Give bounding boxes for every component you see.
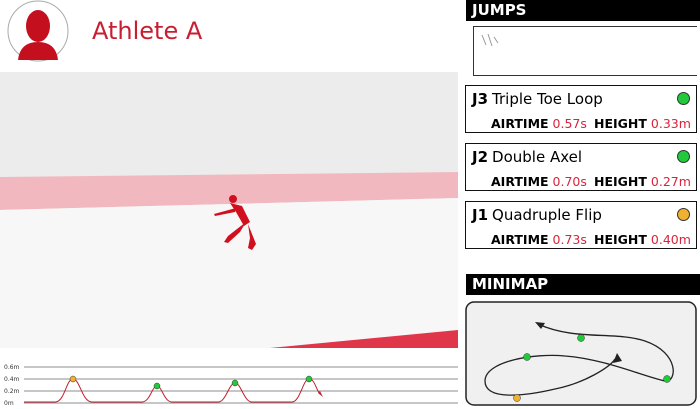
- graph-label: 0.4m: [4, 376, 20, 383]
- avatar-head: [26, 10, 50, 42]
- jump-name: Double Axel: [492, 148, 583, 166]
- status-dot: [677, 92, 690, 105]
- jump-card[interactable]: J3 Triple Toe Loop AIRTIME 0.57s HEIGHT 0…: [465, 85, 697, 133]
- peak-marker: [153, 382, 161, 390]
- graph-label: 0.2m: [4, 388, 20, 395]
- airtime-value: 0.70s: [552, 174, 587, 189]
- jump-card[interactable]: J1 Quadruple Flip AIRTIME 0.73s HEIGHT 0.…: [465, 201, 697, 249]
- airtime-value: 0.73s: [552, 232, 587, 247]
- graph-lines: [24, 366, 458, 404]
- graph-labels: 0.6m 0.4m 0.2m 0m: [4, 364, 20, 407]
- jump-card[interactable]: J2 Double Axel AIRTIME 0.70s HEIGHT 0.27m: [465, 143, 697, 191]
- red-wedge: [270, 330, 458, 348]
- airtime-value: 0.57s: [552, 116, 587, 131]
- peak-marker: [69, 375, 77, 383]
- jumps-title: JUMPS: [466, 0, 700, 21]
- stands: [0, 72, 458, 177]
- jump-name: Triple Toe Loop: [492, 90, 603, 108]
- airtime-label: AIRTIME: [491, 174, 549, 189]
- height-value: 0.33m: [650, 116, 691, 131]
- curve-arrow: [318, 391, 323, 397]
- minimap: [465, 301, 697, 406]
- graph-label: 0.6m: [4, 364, 20, 371]
- height-label: HEIGHT: [594, 232, 647, 247]
- height-label: HEIGHT: [594, 174, 647, 189]
- boards: [0, 172, 458, 210]
- jump-name: Quadruple Flip: [492, 206, 602, 224]
- jump-preview: [473, 26, 697, 76]
- minimap-jump: [577, 334, 585, 342]
- height-label: HEIGHT: [594, 116, 647, 131]
- avatar-body: [18, 42, 58, 60]
- airtime-label: AIRTIME: [491, 232, 549, 247]
- skate-path: [484, 323, 674, 396]
- minimap-jump: [523, 353, 531, 361]
- skater: [214, 195, 256, 250]
- height-value: 0.27m: [650, 174, 691, 189]
- video-area: 0.6m 0.4m 0.2m 0m: [0, 0, 458, 409]
- path-end: [613, 353, 622, 363]
- status-dot: [677, 150, 690, 163]
- status-dot: [677, 208, 690, 221]
- peak-marker: [305, 375, 313, 383]
- jump-id: J1: [472, 206, 489, 224]
- height-curve: [24, 378, 321, 403]
- athlete-name: Athlete A: [92, 17, 203, 45]
- jump-id: J2: [472, 148, 489, 166]
- minimap-jump: [513, 394, 521, 402]
- jump-id: J3: [472, 90, 489, 108]
- ice: [0, 198, 458, 348]
- graph-bg: [0, 350, 458, 409]
- height-value: 0.40m: [650, 232, 691, 247]
- minimap-frame: [465, 301, 697, 406]
- airtime-label: AIRTIME: [491, 116, 549, 131]
- minimap-jump: [663, 375, 671, 383]
- minimap-title: MINIMAP: [466, 274, 700, 295]
- path-start: [535, 322, 545, 329]
- graph-label: 0m: [4, 400, 14, 407]
- preview-scribble: [481, 33, 499, 47]
- peak-marker: [231, 379, 239, 387]
